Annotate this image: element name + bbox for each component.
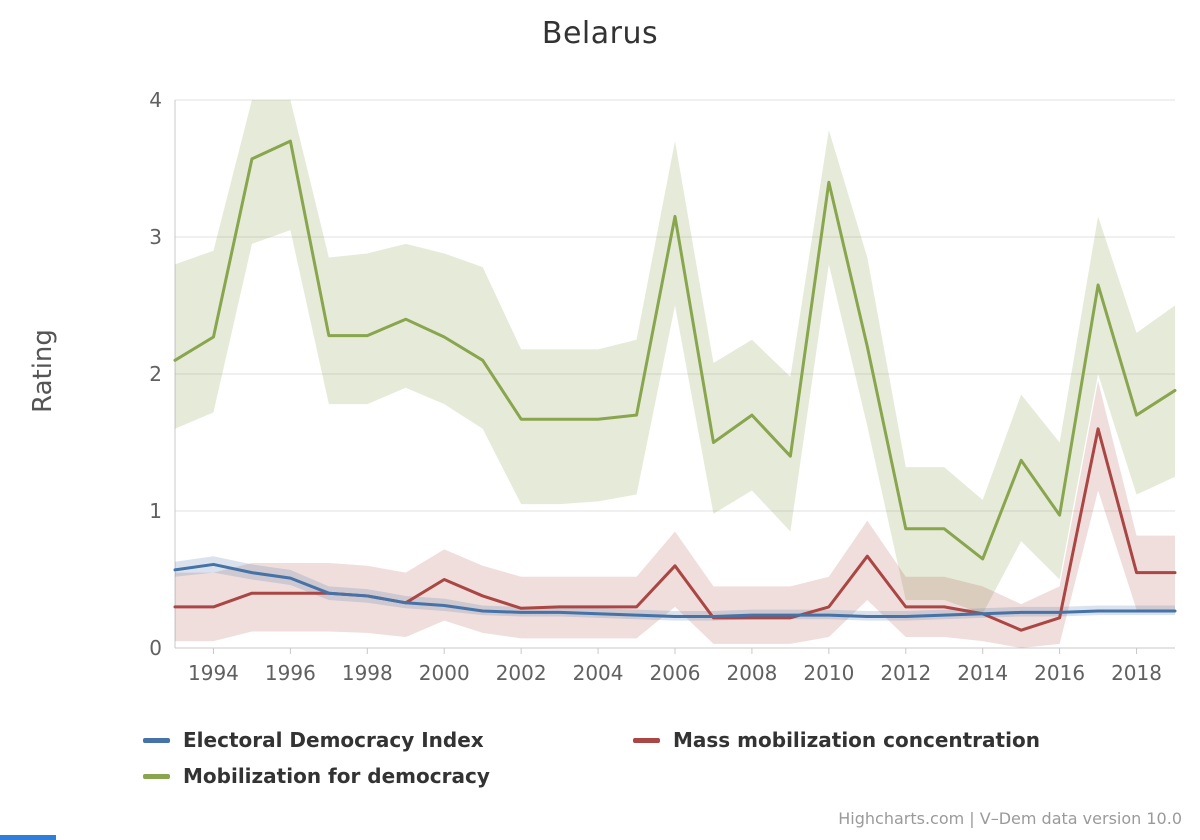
y-tick-label: 4 [149,88,162,112]
legend-swatch-red [633,737,660,743]
legend-label: Electoral Democracy Index [183,728,484,752]
plot-area: 0 1 2 3 4 1994 1996 1998 2000 2002 2004 2006 2008 201… [149,88,1177,685]
x-tick-label: 1996 [265,661,316,685]
legend-swatch-blue [143,737,170,743]
legend-label: Mobilization for democracy [183,764,490,788]
x-tick-label: 2014 [957,661,1008,685]
x-tick-label: 2010 [803,661,854,685]
y-tick-label: 3 [149,225,162,249]
x-tick-label: 1994 [188,661,239,685]
legend-item-electoral-democracy-index[interactable]: Electoral Democracy Index [143,728,633,752]
credits-link[interactable]: Highcharts.com | V–Dem data version 10.0 [838,809,1182,828]
x-tick-label: 1998 [342,661,393,685]
confidence-band [175,380,1175,648]
y-tick-label: 1 [149,499,162,523]
x-tick-label: 2000 [419,661,470,685]
legend: Electoral Democracy Index Mass mobilizat… [143,728,1040,788]
x-tick-label: 2004 [573,661,624,685]
x-tick-label: 2008 [726,661,777,685]
y-tick-label: 2 [149,362,162,386]
y-tick-label: 0 [149,636,162,660]
series-line[interactable] [173,139,1177,561]
chart-title: Belarus [541,16,659,51]
series-line[interactable] [173,562,1177,618]
x-tick-label: 2006 [650,661,701,685]
bottom-left-accent-bar [0,835,56,840]
legend-swatch-green [143,773,170,779]
x-tick-label: 2002 [496,661,547,685]
legend-item-mass-mobilization-concentration[interactable]: Mass mobilization concentration [633,728,1040,752]
confidence-band [175,100,1175,614]
x-tick-label: 2012 [880,661,931,685]
legend-item-mobilization-for-democracy[interactable]: Mobilization for democracy [143,764,633,788]
x-tick-label: 2016 [1034,661,1085,685]
legend-label: Mass mobilization concentration [673,728,1040,752]
x-tick-label: 2018 [1111,661,1162,685]
